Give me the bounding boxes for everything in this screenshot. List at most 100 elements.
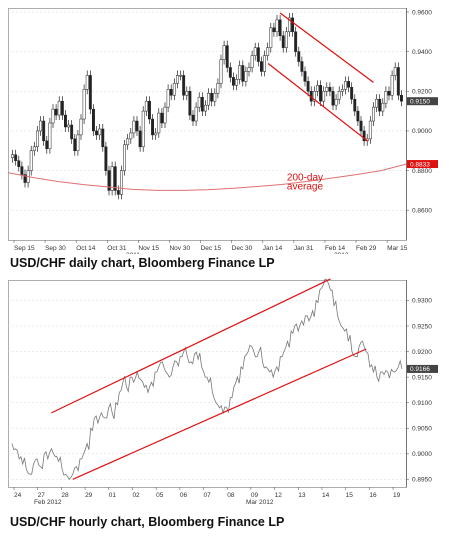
- daily-candle-body: [306, 81, 310, 92]
- daily-candle-body: [263, 55, 267, 72]
- daily-candle-body: [359, 120, 363, 132]
- c1-x-tick-label: 05: [156, 492, 164, 499]
- c0-x-tick-label: Mar 15: [387, 245, 408, 252]
- c0-y-tick-label: 0.8600: [412, 208, 432, 215]
- daily-candle-body: [368, 120, 372, 140]
- daily-candle-body: [241, 65, 245, 82]
- daily-candle-body: [356, 110, 360, 122]
- daily-candle-body: [390, 75, 394, 96]
- c1-y-tick-label: 0.9050: [412, 426, 432, 433]
- daily-candle-body: [225, 45, 229, 68]
- c1-x-tick-label: 01: [109, 492, 117, 499]
- c0-x-secondary-label: 2011: [126, 252, 140, 254]
- c1-x-tick-label: 07: [204, 492, 212, 499]
- daily-candle-body: [378, 98, 382, 112]
- daily-candle-body: [179, 75, 183, 77]
- c0-y-tick-label: 0.9400: [412, 49, 432, 56]
- c1-x-tick-label: 08: [227, 492, 235, 499]
- daily-last-value-tag: 0.9150: [410, 98, 430, 105]
- daily-candle-body: [57, 100, 61, 116]
- daily-candle-body: [287, 17, 291, 33]
- daily-candle-body: [328, 87, 332, 92]
- c0-x-tick-label: Jan 31: [294, 245, 314, 252]
- daily-candle-body: [387, 91, 391, 96]
- daily-candle-body: [381, 102, 385, 112]
- daily-candle-body: [396, 67, 400, 96]
- daily-candle-body: [331, 91, 335, 106]
- daily-candle-body: [200, 96, 204, 112]
- daily-candle-body: [154, 132, 158, 136]
- daily-candle-body: [163, 106, 167, 124]
- daily-candle-body: [151, 118, 155, 136]
- c1-x-secondary-label: Feb 2012: [34, 499, 62, 506]
- daily-candle-body: [222, 45, 226, 60]
- daily-candle-body: [35, 130, 39, 148]
- daily-candle-body: [216, 83, 220, 94]
- c1-x-tick-label: 19: [393, 492, 401, 499]
- daily-candle-body: [312, 91, 316, 102]
- c0-x-tick-label: Dec 30: [232, 245, 253, 252]
- daily-candle-body: [219, 59, 223, 84]
- daily-candle-body: [166, 89, 170, 108]
- daily-candle-body: [319, 85, 323, 102]
- daily-candle-body: [384, 91, 388, 104]
- hourly-channel-upper: [51, 278, 331, 414]
- c1-y-tick-label: 0.8950: [412, 477, 432, 484]
- c0-x-tick-label: Nov 30: [169, 245, 190, 252]
- daily-candle-body: [315, 85, 319, 92]
- c1-y-tick-label: 0.9200: [412, 349, 432, 356]
- c1-y-tick-label: 0.9000: [412, 451, 432, 458]
- daily-candle-body: [85, 75, 89, 90]
- daily-candle-body: [337, 91, 341, 100]
- c0-x-tick-label: Nov 15: [138, 245, 159, 252]
- daily-candle-body: [350, 87, 354, 100]
- daily-candle-body: [141, 110, 145, 148]
- daily-candle-body: [182, 75, 186, 96]
- daily-chart-panel: 0.9600 0.9400 0.9200 0.9000 0.8800 0.8600 Sep …: [8, 4, 440, 254]
- daily-candle-body: [210, 93, 214, 102]
- c1-y-tick-label: 0.9100: [412, 400, 432, 407]
- daily-candle-body: [14, 154, 18, 161]
- daily-candle-body: [42, 120, 46, 142]
- daily-candle-body: [303, 71, 307, 82]
- c1-x-secondary-label: Mar 2012: [246, 499, 274, 506]
- daily-ma-annotation-line1: 200-day: [287, 173, 323, 184]
- daily-candle-body: [194, 106, 198, 122]
- daily-candle-body: [300, 61, 304, 72]
- daily-candle-body: [48, 122, 52, 150]
- c1-x-tick-label: 24: [14, 492, 22, 499]
- c0-x-tick-label: Feb 29: [356, 245, 377, 252]
- daily-candle-body: [123, 144, 127, 171]
- daily-candle-body: [228, 67, 232, 78]
- daily-candle-body: [119, 170, 123, 195]
- daily-candle-body: [113, 166, 117, 191]
- daily-candle-body: [399, 94, 403, 102]
- daily-candle-body: [129, 132, 133, 140]
- daily-candle-body: [203, 104, 207, 112]
- c0-y-tick-label: 0.8800: [412, 168, 432, 175]
- daily-candle-body: [238, 65, 242, 80]
- c0-x-secondary-label: 2012: [334, 252, 349, 254]
- daily-candle-body: [101, 128, 105, 148]
- c0-y-tick-label: 0.9200: [412, 89, 432, 96]
- daily-candle-body: [235, 79, 239, 86]
- daily-candle-body: [79, 118, 83, 136]
- c0-x-tick-label: Feb 14: [325, 245, 346, 252]
- daily-candle-body: [175, 75, 179, 84]
- daily-candle-body: [147, 100, 151, 120]
- c1-x-tick-label: 13: [298, 492, 306, 499]
- c1-x-tick-label: 15: [346, 492, 354, 499]
- daily-candle-body: [17, 160, 21, 167]
- c0-x-tick-label: Jan 14: [263, 245, 283, 252]
- hourly-chart-panel: 0.9300 0.9250 0.9200 0.9150 0.9100 0.9050 0.90…: [8, 276, 440, 511]
- daily-candle-body: [375, 98, 379, 108]
- daily-chart-svg: 0.9600 0.9400 0.9200 0.9000 0.8800 0.8600 Sep …: [8, 8, 438, 254]
- c1-x-tick-label: 27: [38, 492, 46, 499]
- daily-candle-body: [250, 55, 254, 68]
- hourly-last-value-tag-bg: [407, 364, 438, 373]
- daily-candle-body: [185, 91, 189, 96]
- daily-candle-body: [91, 108, 95, 132]
- daily-candle-body: [60, 100, 64, 116]
- daily-candle-body: [160, 112, 164, 124]
- c1-x-tick-label: 16: [369, 492, 377, 499]
